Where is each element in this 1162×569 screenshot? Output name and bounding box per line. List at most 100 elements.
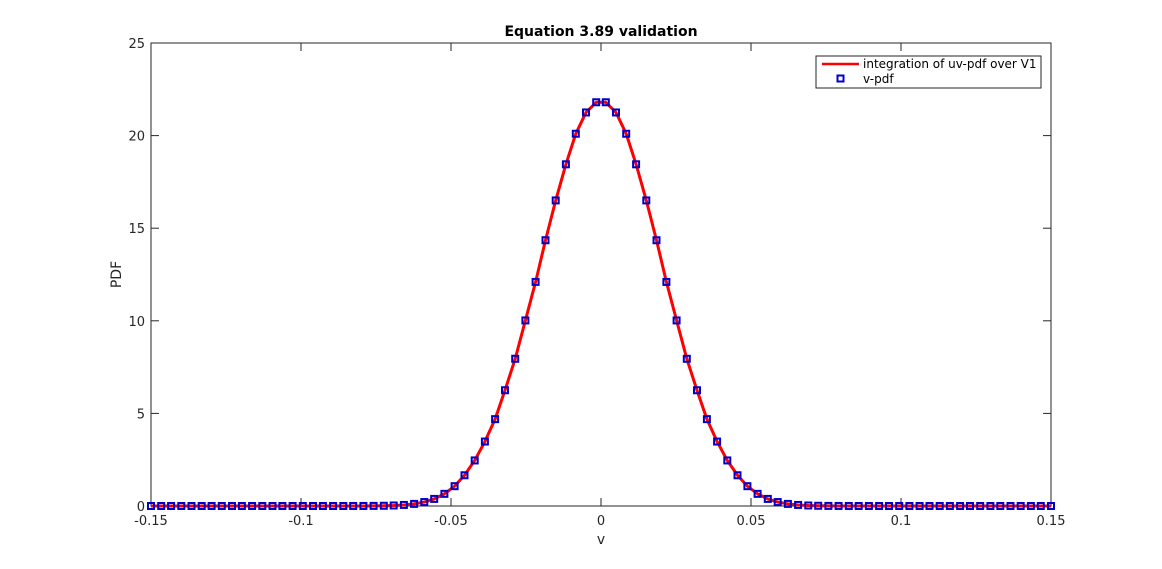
x-tick-label: 0.15 [1037,514,1066,529]
data-point-vpdf [582,108,590,117]
data-point-vpdf [1026,502,1035,510]
data-point-vpdf [359,501,368,510]
data-point-vpdf [713,437,722,446]
data-point-vpdf [258,502,267,510]
data-point-vpdf [1016,502,1025,510]
data-point-vpdf [1047,502,1055,510]
data-point-vpdf [622,129,631,138]
x-tick-label: 0.05 [737,514,766,529]
data-point-vpdf [379,501,388,510]
data-point-vpdf [702,415,711,424]
data-point-vpdf [410,499,419,508]
data-point-vpdf [167,502,176,510]
y-tick-label: 20 [128,130,145,145]
data-point-vpdf [814,501,823,510]
data-point-vpdf [521,316,530,325]
data-point-vpdf [733,471,742,480]
data-point-vpdf [460,471,469,480]
y-tick-label: 25 [128,37,145,52]
data-point-vpdf [804,501,813,510]
data-point-vpdf [824,501,833,510]
data-point-vpdf [885,502,893,510]
data-point-vpdf [288,502,297,510]
data-point-vpdf [571,129,580,138]
data-point-vpdf [753,489,762,498]
data-point-vpdf [491,415,500,424]
data-point-vpdf [309,502,317,510]
data-point-vpdf [531,277,540,286]
data-point-vpdf [632,160,641,169]
data-point-vpdf [349,501,358,510]
data-point-vpdf [228,502,236,510]
legend: integration of uv-pdf over V1 v-pdf [815,55,1042,89]
legend-marker-swatch [836,74,845,83]
data-point-vpdf [672,316,681,325]
data-point-vpdf [723,456,732,465]
data-point-vpdf [450,482,459,491]
data-point-vpdf [248,502,257,510]
data-point-vpdf [1006,502,1015,510]
x-tick-label: 0.1 [891,514,912,529]
y-tick-label: 15 [128,222,145,237]
data-point-vpdf [278,502,287,510]
data-point-vpdf [157,502,166,510]
data-point-vpdf [875,502,884,510]
data-point-vpdf [763,494,772,503]
data-point-vpdf [935,502,944,510]
x-axis-label: v [597,532,605,548]
data-point-vpdf [369,501,378,510]
data-point-vpdf [207,502,216,510]
data-point-vpdf [682,354,691,363]
data-point-vpdf [834,501,843,510]
data-point-vpdf [945,502,954,510]
series-layer [147,98,1055,510]
data-point-vpdf [905,502,914,510]
data-point-vpdf [844,501,853,510]
data-point-vpdf [268,502,277,510]
data-point-vpdf [854,502,863,510]
data-point-vpdf [794,500,803,509]
data-point-vpdf [298,502,307,510]
data-point-vpdf [773,498,782,507]
data-point-vpdf [561,160,570,169]
y-tick-label: 0 [137,500,145,515]
x-axis-ticks: -0.15 -0.1 -0.05 0 0.05 0.1 0.15 [134,43,1065,529]
data-point-vpdf [399,500,408,509]
axes-box [150,42,1052,507]
data-point-vpdf [541,236,550,245]
data-point-vpdf [440,489,449,498]
data-point-vpdf [187,502,196,510]
data-point-vpdf [551,196,560,205]
data-point-vpdf [915,502,924,510]
data-point-vpdf [420,498,429,507]
data-point-vpdf [996,502,1005,510]
data-point-vpdf [743,482,752,491]
x-tick-label: 0 [597,514,605,529]
data-point-vpdf [470,456,479,465]
plot-area: -0.15 -0.1 -0.05 0 0.05 0.1 0.15 0 5 10 15 20 25 [128,37,1065,529]
data-point-vpdf [925,502,934,510]
data-point-vpdf [177,502,186,510]
y-tick-label: 10 [128,315,145,330]
data-point-vpdf [693,386,701,395]
data-point-vpdf [430,494,439,503]
data-point-vpdf [662,277,671,286]
y-axis-label: PDF [109,261,125,288]
y-axis-ticks: 0 5 10 15 20 25 [128,37,1051,515]
data-point-vpdf [601,98,610,107]
data-point-vpdf [956,502,965,510]
data-point-vpdf [966,502,974,510]
data-point-vpdf [511,354,520,363]
data-point-vpdf [895,502,904,510]
data-point-vpdf [642,196,651,205]
data-point-vpdf [329,502,338,510]
data-point-vpdf [652,236,661,245]
data-point-vpdf [197,502,206,510]
data-point-vpdf [318,502,327,510]
y-tick-label: 5 [137,407,145,422]
data-point-vpdf [976,502,985,510]
data-point-vpdf [501,386,509,395]
data-point-vpdf [592,98,601,107]
data-point-vpdf [612,108,620,117]
